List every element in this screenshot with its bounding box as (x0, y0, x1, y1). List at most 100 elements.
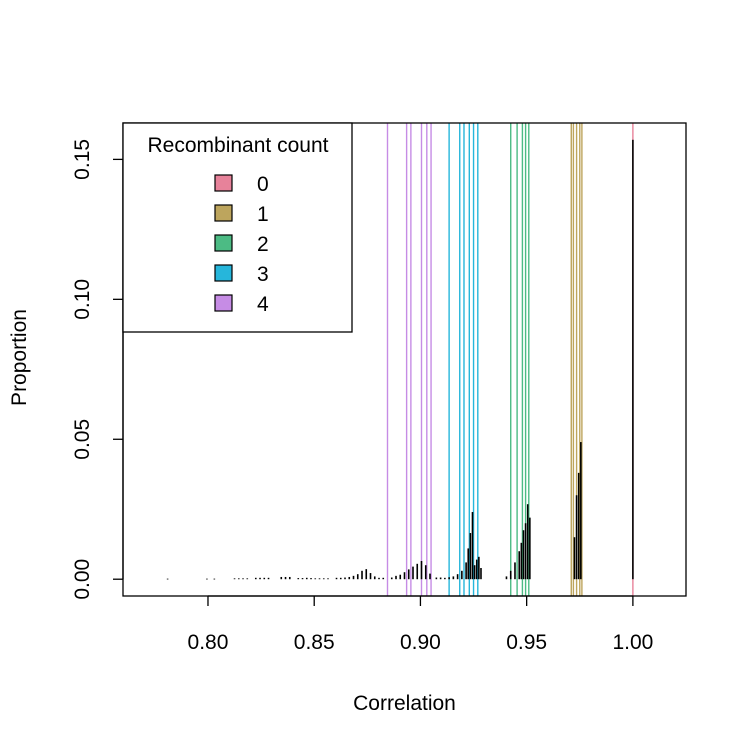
histogram-bar (297, 578, 300, 580)
histogram-bar (444, 577, 446, 580)
legend-label: 1 (257, 203, 269, 226)
histogram-bar (166, 578, 169, 580)
y-tick-label: 0.15 (71, 139, 94, 180)
histogram-bar (461, 570, 463, 580)
histogram-bar (246, 578, 249, 580)
histogram-bar (573, 537, 576, 580)
histogram-bar (509, 570, 512, 580)
histogram-bar (335, 577, 338, 580)
histogram-bar (310, 578, 312, 580)
histogram-bar (505, 576, 508, 580)
histogram-bar (365, 569, 368, 580)
histogram-bars (166, 139, 634, 580)
histogram-bar (471, 512, 474, 580)
histogram-bar (465, 562, 467, 580)
histogram-bar (395, 575, 397, 580)
x-tick-label: 0.90 (400, 631, 441, 654)
histogram-bar (233, 578, 236, 580)
plot-frame (122, 122, 687, 597)
histogram-bar (424, 565, 427, 580)
histogram-bar (469, 533, 472, 580)
histogram-bar (322, 578, 325, 580)
histogram-bar (369, 573, 372, 580)
histogram-bar (452, 576, 455, 580)
histogram-bar (327, 578, 329, 580)
legend-swatch (214, 234, 233, 252)
legend-box (122, 122, 353, 333)
histogram-bar (390, 577, 393, 580)
histogram-bar (520, 542, 523, 580)
legend-label: 2 (257, 233, 269, 256)
x-tick-label: 0.85 (294, 631, 335, 654)
histogram-bar (429, 573, 431, 580)
y-axis: 0.00 0.05 0.10 0.15 (71, 139, 124, 600)
histogram-bar (632, 139, 634, 580)
legend-swatch (214, 294, 233, 312)
x-tick-label: 0.95 (506, 631, 547, 654)
histogram-bar (280, 576, 283, 580)
histogram-bar (344, 577, 346, 580)
histogram-bar (263, 577, 266, 580)
histogram-bar (580, 442, 582, 580)
histogram-bar (213, 578, 216, 580)
histogram-bar (301, 578, 304, 580)
y-tick-label: 0.10 (71, 279, 94, 320)
histogram-bar (259, 577, 261, 580)
histogram-bar (373, 576, 376, 580)
histogram-bar (420, 561, 423, 580)
y-tick-label: 0.05 (71, 419, 94, 460)
histogram-bar (237, 578, 240, 580)
legend-swatch (214, 174, 233, 192)
histogram-bar (206, 578, 208, 580)
histogram-bar (514, 562, 516, 580)
legend: Recombinant count 0 1 2 3 4 (122, 122, 353, 333)
histogram-bar (378, 577, 380, 580)
histogram-bar (267, 577, 270, 580)
legend-swatch (214, 264, 233, 282)
histogram-bar (339, 577, 342, 580)
x-tick-label: 0.80 (188, 631, 229, 654)
histogram-bar (448, 577, 450, 580)
x-axis: 0.80 0.85 0.90 0.95 1.00 (188, 595, 653, 654)
histogram-bar (456, 574, 459, 580)
histogram-bar (382, 577, 385, 580)
histogram-bar (526, 504, 529, 580)
histogram-bar (478, 556, 480, 580)
legend-label: 3 (257, 263, 269, 286)
histogram-bar (480, 568, 482, 580)
histogram-bar (399, 574, 402, 580)
reference-lines (386, 123, 634, 596)
histogram-bar (412, 566, 414, 580)
y-tick-label: 0.00 (71, 559, 94, 600)
histogram-bar (577, 472, 580, 580)
histogram-bar (348, 576, 351, 580)
legend-label: 0 (257, 173, 269, 196)
legend-label: 4 (257, 293, 269, 316)
histogram-bar (416, 563, 419, 580)
histogram-bar (242, 578, 244, 580)
histogram-bar (575, 495, 578, 580)
y-axis-title: Proportion (8, 309, 31, 406)
histogram-bar (318, 578, 321, 580)
histogram-bar (518, 551, 521, 580)
histogram-bar (314, 578, 317, 580)
histogram-bar (475, 559, 478, 580)
x-tick-label: 1.00 (612, 631, 653, 654)
histogram-bar (288, 576, 291, 580)
histogram-bar (254, 577, 257, 580)
histogram-bar (407, 569, 410, 580)
legend-swatch (214, 204, 233, 222)
legend-title: Recombinant count (148, 134, 329, 157)
histogram-bar (473, 565, 476, 580)
histogram-bar (352, 575, 355, 580)
histogram-bar (403, 572, 406, 580)
histogram-bar (356, 574, 359, 580)
histogram-bar (305, 577, 308, 580)
histogram-bar (361, 570, 363, 580)
histogram-bar (529, 517, 531, 580)
histogram-bar (439, 577, 442, 580)
histogram-bar (522, 530, 525, 580)
legend-entries: 0 1 2 3 4 (214, 173, 269, 316)
histogram-bar (467, 548, 470, 580)
